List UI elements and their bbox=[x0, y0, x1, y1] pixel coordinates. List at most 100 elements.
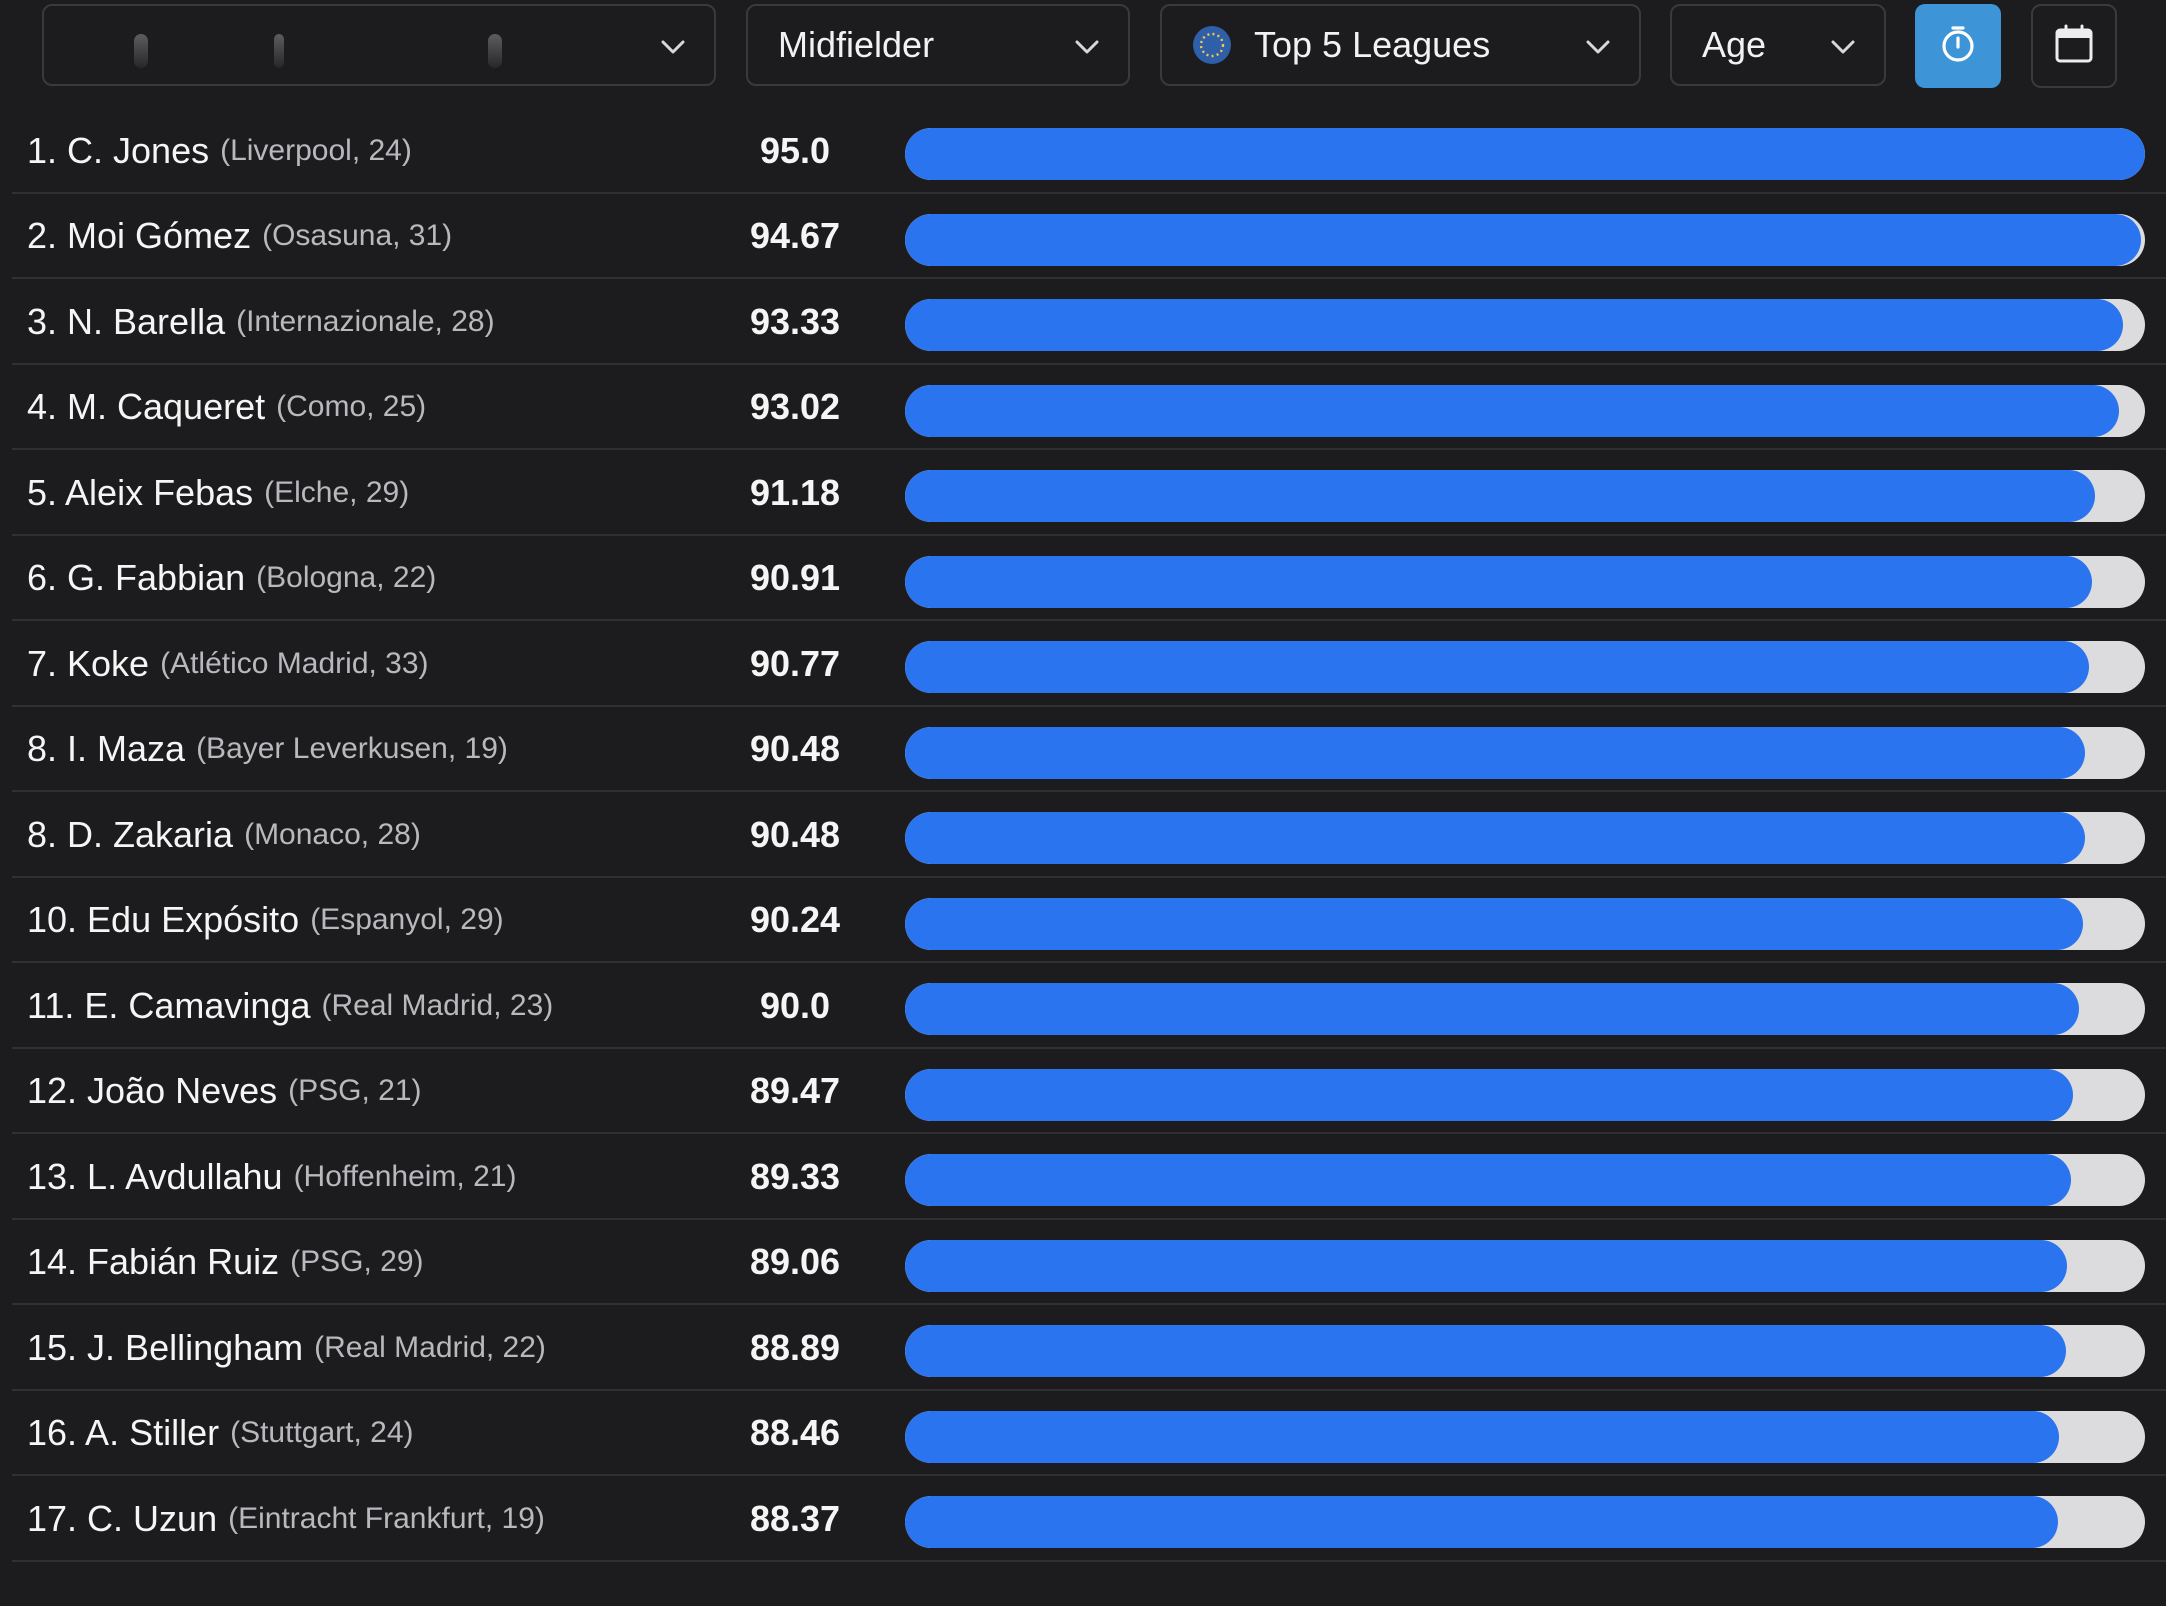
player-row[interactable]: 10. Edu Expósito (Espanyol, 29) 90.24 bbox=[0, 878, 2166, 964]
chevron-down-icon bbox=[1583, 32, 1613, 62]
player-club-age: (Espanyol, 29) bbox=[310, 903, 504, 937]
obscured-content bbox=[134, 34, 148, 68]
player-row[interactable]: 3. N. Barella (Internazionale, 28) 93.33 bbox=[0, 279, 2166, 365]
sort-dropdown[interactable]: Age bbox=[1670, 4, 1886, 86]
player-row[interactable]: 7. Koke (Atlético Madrid, 33) 90.77 bbox=[0, 621, 2166, 707]
player-row[interactable]: 12. João Neves (PSG, 21) 89.47 bbox=[0, 1049, 2166, 1135]
score-bar-fill bbox=[905, 1239, 2067, 1292]
player-row[interactable]: 5. Aleix Febas (Elche, 29) 91.18 bbox=[0, 450, 2166, 536]
player-score: 93.33 bbox=[749, 300, 841, 342]
score-bar-track bbox=[905, 1154, 2145, 1206]
player-club-age: (Stuttgart, 24) bbox=[230, 1416, 414, 1450]
player-info: 5. Aleix Febas (Elche, 29) bbox=[27, 450, 409, 536]
player-ranking-list: 1. C. Jones (Liverpool, 24) 95.0 2. Moi Góm… bbox=[0, 108, 2166, 1562]
player-info: 6. G. Fabbian (Bologna, 22) bbox=[27, 536, 436, 622]
score-bar-track bbox=[905, 384, 2145, 437]
player-row[interactable]: 15. J. Bellingham (Real Madrid, 22) 88.89 bbox=[0, 1305, 2166, 1391]
player-club-age: (PSG, 21) bbox=[288, 1074, 422, 1108]
player-score: 95.0 bbox=[759, 129, 831, 171]
player-club-age: (Bologna, 22) bbox=[256, 561, 437, 595]
player-info: 10. Edu Expósito (Espanyol, 29) bbox=[27, 878, 504, 964]
player-info: 14. Fabián Ruiz (PSG, 29) bbox=[27, 1220, 424, 1306]
player-club-age: (Eintracht Frankfurt, 19) bbox=[228, 1501, 545, 1535]
league-dropdown[interactable]: Top 5 Leagues bbox=[1160, 4, 1641, 86]
player-info: 12. João Neves (PSG, 21) bbox=[27, 1049, 422, 1135]
score-bar-track bbox=[905, 983, 2145, 1035]
player-score: 90.77 bbox=[749, 642, 841, 684]
player-club-age: (Elche, 29) bbox=[264, 475, 410, 509]
player-name: 1. C. Jones bbox=[27, 129, 210, 171]
score-bar-fill bbox=[905, 1496, 2059, 1548]
player-info: 8. I. Maza (Bayer Leverkusen, 19) bbox=[27, 707, 508, 793]
score-bar-track bbox=[905, 1496, 2145, 1548]
player-club-age: (Atlético Madrid, 33) bbox=[160, 646, 429, 680]
player-name: 17. C. Uzun bbox=[27, 1497, 218, 1539]
score-bar-fill bbox=[905, 128, 2145, 180]
globe-icon bbox=[1192, 25, 1232, 65]
player-name: 5. Aleix Febas bbox=[27, 471, 254, 513]
calendar-button[interactable] bbox=[2031, 4, 2117, 88]
sort-dropdown-value: Age bbox=[1702, 24, 1767, 65]
obscured-content bbox=[488, 34, 502, 68]
player-info: 11. E. Camavinga (Real Madrid, 23) bbox=[27, 963, 553, 1049]
score-bar-fill bbox=[905, 641, 2090, 693]
score-bar-fill bbox=[905, 213, 2142, 266]
player-info: 1. C. Jones (Liverpool, 24) bbox=[27, 108, 412, 194]
score-bar-track bbox=[905, 726, 2145, 779]
player-score: 88.37 bbox=[749, 1497, 841, 1539]
player-row[interactable]: 8. D. Zakaria (Monaco, 28) 90.48 bbox=[0, 792, 2166, 878]
score-bar-fill bbox=[905, 470, 2096, 522]
player-row[interactable]: 2. Moi Gómez (Osasuna, 31) 94.67 bbox=[0, 194, 2166, 280]
player-name: 3. N. Barella bbox=[27, 300, 226, 342]
player-row[interactable]: 4. M. Caqueret (Como, 25) 93.02 bbox=[0, 365, 2166, 451]
score-bar-fill bbox=[905, 1410, 2060, 1463]
player-score: 89.06 bbox=[749, 1241, 841, 1283]
player-row[interactable]: 11. E. Camavinga (Real Madrid, 23) 90.0 bbox=[0, 963, 2166, 1049]
obscured-dropdown[interactable] bbox=[42, 4, 716, 86]
player-score: 90.48 bbox=[749, 813, 841, 855]
player-score: 90.91 bbox=[749, 557, 841, 599]
filter-toolbar: Midfielder Top 5 Leagues Age bbox=[0, 0, 2166, 95]
player-name: 15. J. Bellingham bbox=[27, 1326, 304, 1368]
chevron-down-icon bbox=[1828, 32, 1858, 62]
league-dropdown-value: Top 5 Leagues bbox=[1254, 24, 1491, 65]
player-info: 7. Koke (Atlético Madrid, 33) bbox=[27, 621, 429, 707]
player-row[interactable]: 17. C. Uzun (Eintracht Frankfurt, 19) 88.3… bbox=[0, 1476, 2166, 1562]
player-row[interactable]: 14. Fabián Ruiz (PSG, 29) 89.06 bbox=[0, 1220, 2166, 1306]
score-bar-track bbox=[905, 1068, 2145, 1121]
player-row[interactable]: 8. I. Maza (Bayer Leverkusen, 19) 90.48 bbox=[0, 707, 2166, 793]
player-row[interactable]: 16. A. Stiller (Stuttgart, 24) 88.46 bbox=[0, 1391, 2166, 1477]
player-row[interactable]: 1. C. Jones (Liverpool, 24) 95.0 bbox=[0, 108, 2166, 194]
player-info: 3. N. Barella (Internazionale, 28) bbox=[27, 279, 495, 365]
player-score: 90.48 bbox=[749, 728, 841, 770]
score-bar-track bbox=[905, 213, 2145, 266]
score-bar-track bbox=[905, 1239, 2145, 1292]
timer-button[interactable] bbox=[1915, 4, 2001, 88]
chevron-down-icon bbox=[1072, 32, 1102, 62]
player-row[interactable]: 6. G. Fabbian (Bologna, 22) 90.91 bbox=[0, 536, 2166, 622]
player-name: 10. Edu Expósito bbox=[27, 899, 300, 941]
player-info: 15. J. Bellingham (Real Madrid, 22) bbox=[27, 1305, 546, 1391]
position-dropdown-value: Midfielder bbox=[778, 24, 935, 65]
player-name: 4. M. Caqueret bbox=[27, 386, 266, 428]
position-dropdown[interactable]: Midfielder bbox=[746, 4, 1130, 86]
player-name: 8. I. Maza bbox=[27, 728, 186, 770]
player-club-age: (Osasuna, 31) bbox=[262, 219, 453, 253]
player-club-age: (PSG, 29) bbox=[290, 1245, 424, 1279]
player-score: 88.46 bbox=[749, 1412, 841, 1454]
score-bar-fill bbox=[905, 299, 2123, 351]
player-score: 93.02 bbox=[749, 386, 841, 428]
player-row[interactable]: 13. L. Avdullahu (Hoffenheim, 21) 89.33 bbox=[0, 1134, 2166, 1220]
player-name: 16. A. Stiller bbox=[27, 1412, 220, 1454]
player-name: 12. João Neves bbox=[27, 1070, 278, 1112]
player-name: 11. E. Camavinga bbox=[27, 984, 311, 1026]
score-bar-fill bbox=[905, 1154, 2071, 1206]
player-info: 17. C. Uzun (Eintracht Frankfurt, 19) bbox=[27, 1476, 545, 1562]
player-club-age: (Hoffenheim, 21) bbox=[293, 1159, 517, 1193]
player-name: 14. Fabián Ruiz bbox=[27, 1241, 280, 1283]
player-info: 4. M. Caqueret (Como, 25) bbox=[27, 365, 426, 451]
player-name: 8. D. Zakaria bbox=[27, 813, 234, 855]
score-bar-fill bbox=[905, 384, 2119, 437]
score-bar-fill bbox=[905, 1068, 2074, 1121]
player-score: 89.33 bbox=[749, 1155, 841, 1197]
